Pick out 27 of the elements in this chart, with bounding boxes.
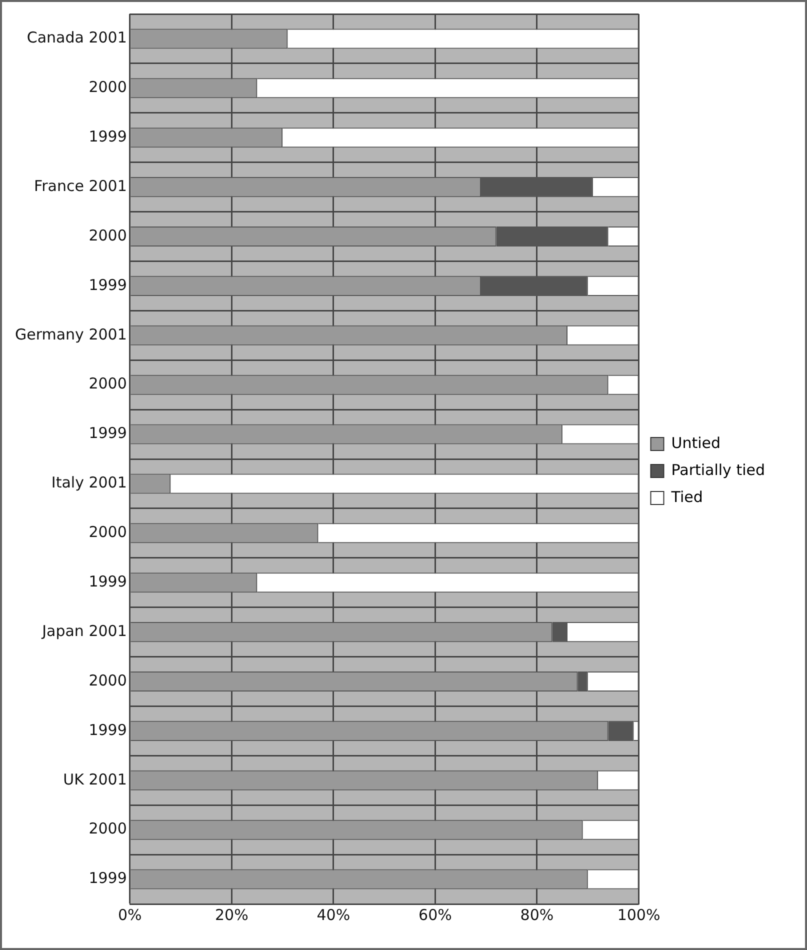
y-tick-label: 1999 [88,276,127,294]
legend-label: Partially tied [671,460,765,479]
y-tick-label: Germany 2001 [14,325,127,344]
y-tick-label: 2000 [88,226,127,244]
y-tick-label: 1999 [88,572,127,590]
y-tick-label: 2000 [88,374,127,393]
legend-label: Untied [671,434,721,452]
x-tick-label: 20% [214,906,248,924]
y-tick-label: 2000 [88,820,127,838]
y-tick-label: 2000 [88,78,127,96]
y-tick-label: 2000 [88,671,127,690]
x-tick-label: 40% [316,906,350,924]
x-tick-label: 100% [617,906,660,924]
x-tick-label: 60% [418,906,452,924]
y-tick-label: UK 2001 [63,770,127,788]
y-tick-label: 1999 [88,128,127,146]
y-tick-label: Italy 2001 [51,474,127,492]
y-tick-label: Japan 2001 [41,622,127,640]
x-tick-label: 0% [118,906,142,924]
y-tick-label: 1999 [88,720,127,739]
y-tick-label: 1999 [88,869,127,888]
y-tick-label: 2000 [88,523,127,542]
y-tick-label: France 2001 [34,176,127,195]
legend-label: Tied [670,488,703,506]
y-tick-label: Canada 2001 [26,28,127,47]
x-tick-label: 80% [520,906,554,924]
y-tick-label: 1999 [88,424,127,442]
